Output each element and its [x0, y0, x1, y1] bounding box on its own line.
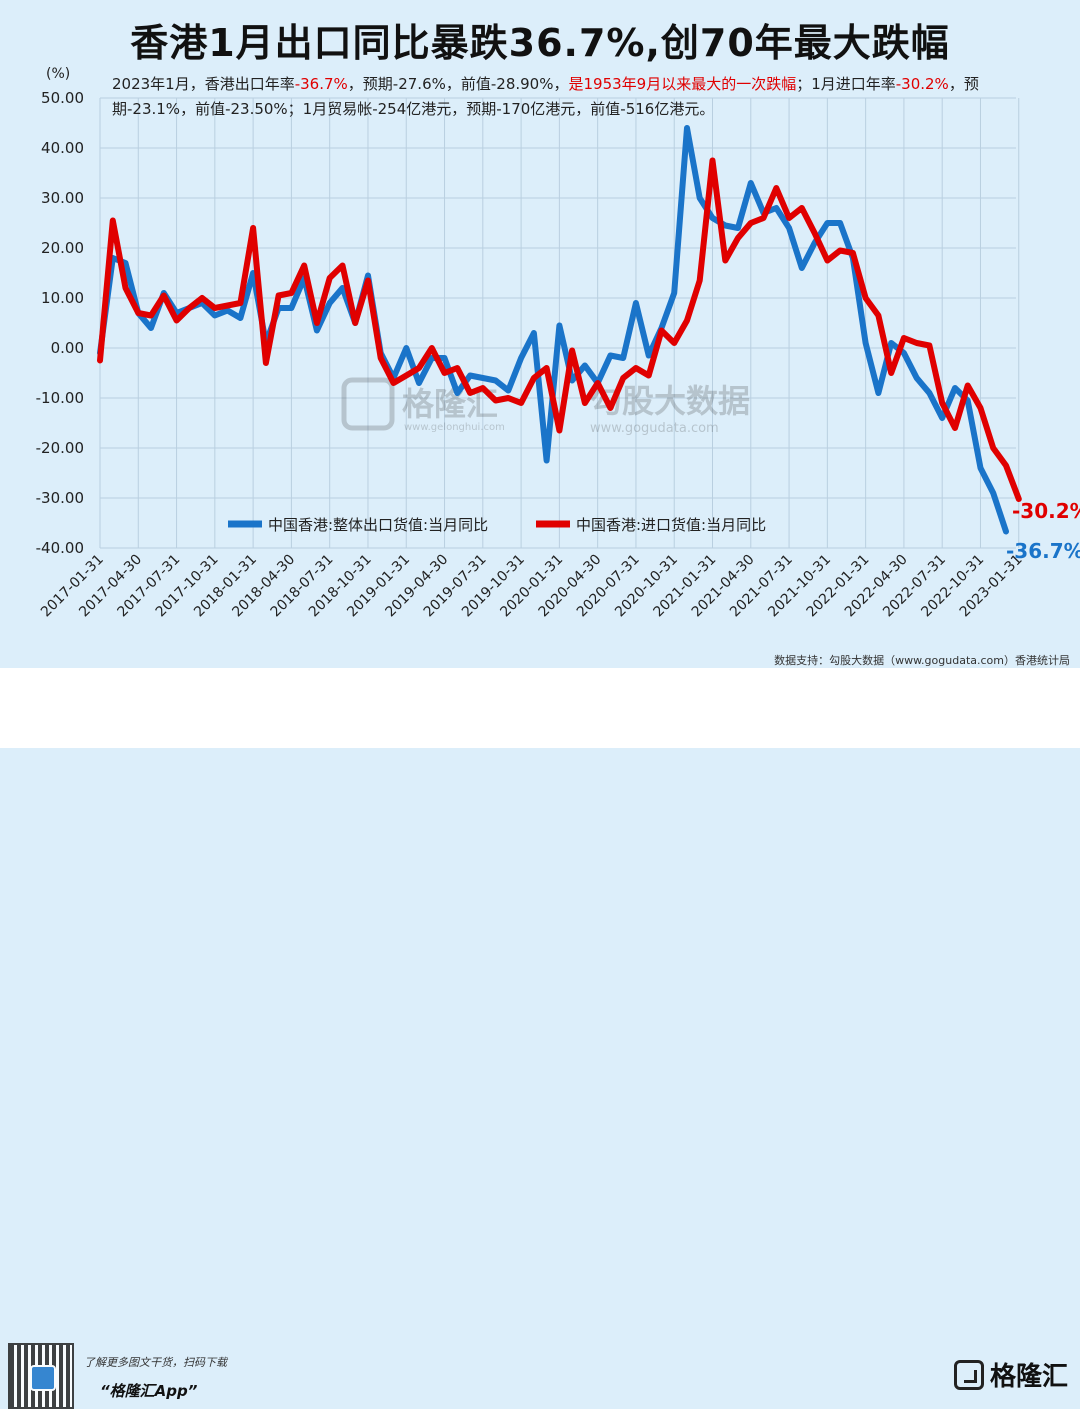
series-lines — [97, 125, 1022, 535]
gelonghui-watermark-logo — [341, 377, 395, 431]
y-tick-label: 20.00 — [41, 239, 84, 257]
end-label-export: -36.7% — [1006, 539, 1080, 563]
chart-title: 香港1月出口同比暴跌36.7%,创70年最大跌幅 — [130, 21, 950, 65]
legend-label-import: 中国香港:进口货值:当月同比 — [576, 516, 766, 534]
brand-name: 格隆汇 — [989, 1362, 1068, 1392]
series-line-import — [97, 157, 1022, 502]
footer: 了解更多图文干货，扫码下载 “格隆汇App” 格隆汇 — [0, 668, 1080, 1409]
y-axis: 50.00 40.00 30.00 20.00 10.00 0.00 -10.00 -20.0… — [36, 89, 84, 557]
series-line-export — [97, 125, 1009, 535]
brand-icon — [953, 1359, 984, 1390]
subtitle-text: ，预期-27.6%，前值-28.90%， — [347, 75, 569, 93]
chart-subtitle: 2023年1月，香港出口年率-36.7%，预期-27.6%，前值-28.90%，… — [112, 72, 992, 122]
gelonghui-watermark-url: www.gelonghui.com — [404, 422, 505, 433]
y-tick-label: 40.00 — [41, 139, 84, 157]
legend: 中国香港:整体出口货值:当月同比 中国香港:进口货值:当月同比 — [228, 516, 766, 534]
subtitle-text: 2023年1月，香港出口年率 — [112, 75, 295, 93]
watermark: 格隆汇 www.gelonghui.com 勾股大数据 www.gogudata… — [341, 377, 750, 436]
x-axis: 2017-01-312017-04-302017-07-312017-10-31… — [38, 552, 1026, 621]
subtitle-highlight: -36.7% — [294, 75, 348, 93]
y-tick-label: -40.00 — [36, 539, 84, 557]
subtitle-text: ；1月进口年率 — [796, 75, 896, 93]
y-tick-label: -10.00 — [36, 389, 84, 407]
gogudata-watermark-url: www.gogudata.com — [590, 421, 719, 436]
qr-code[interactable] — [8, 1343, 74, 1409]
line-chart: 格隆汇 www.gelonghui.com 勾股大数据 www.gogudata… — [36, 66, 1080, 621]
brand-logo: 格隆汇 — [953, 1356, 1068, 1393]
app-logo-icon — [30, 1365, 56, 1391]
y-tick-label: -30.00 — [36, 489, 84, 507]
y-tick-label: 50.00 — [41, 89, 84, 107]
subtitle-text: ，预期-23.1%，前值-23.50%；1月贸易帐-254亿港元，预期-170亿… — [112, 75, 979, 118]
subtitle-highlight: 是1953年9月以来最大的一次跌幅 — [568, 75, 797, 93]
y-tick-label: 30.00 — [41, 189, 84, 207]
promo-app-name: “格隆汇App” — [100, 1382, 198, 1400]
end-label-import: -30.2% — [1012, 499, 1080, 523]
legend-label-export: 中国香港:整体出口货值:当月同比 — [268, 516, 488, 534]
promo-text: 了解更多图文干货，扫码下载 — [84, 1356, 227, 1369]
y-tick-label: 10.00 — [41, 289, 84, 307]
y-axis-unit: (%) — [46, 66, 70, 82]
y-tick-label: -20.00 — [36, 439, 84, 457]
subtitle-highlight: -30.2% — [895, 75, 949, 93]
data-source: 数据支持：勾股大数据（www.gogudata.com）香港统计局 — [774, 654, 1070, 667]
y-tick-label: 0.00 — [51, 339, 84, 357]
